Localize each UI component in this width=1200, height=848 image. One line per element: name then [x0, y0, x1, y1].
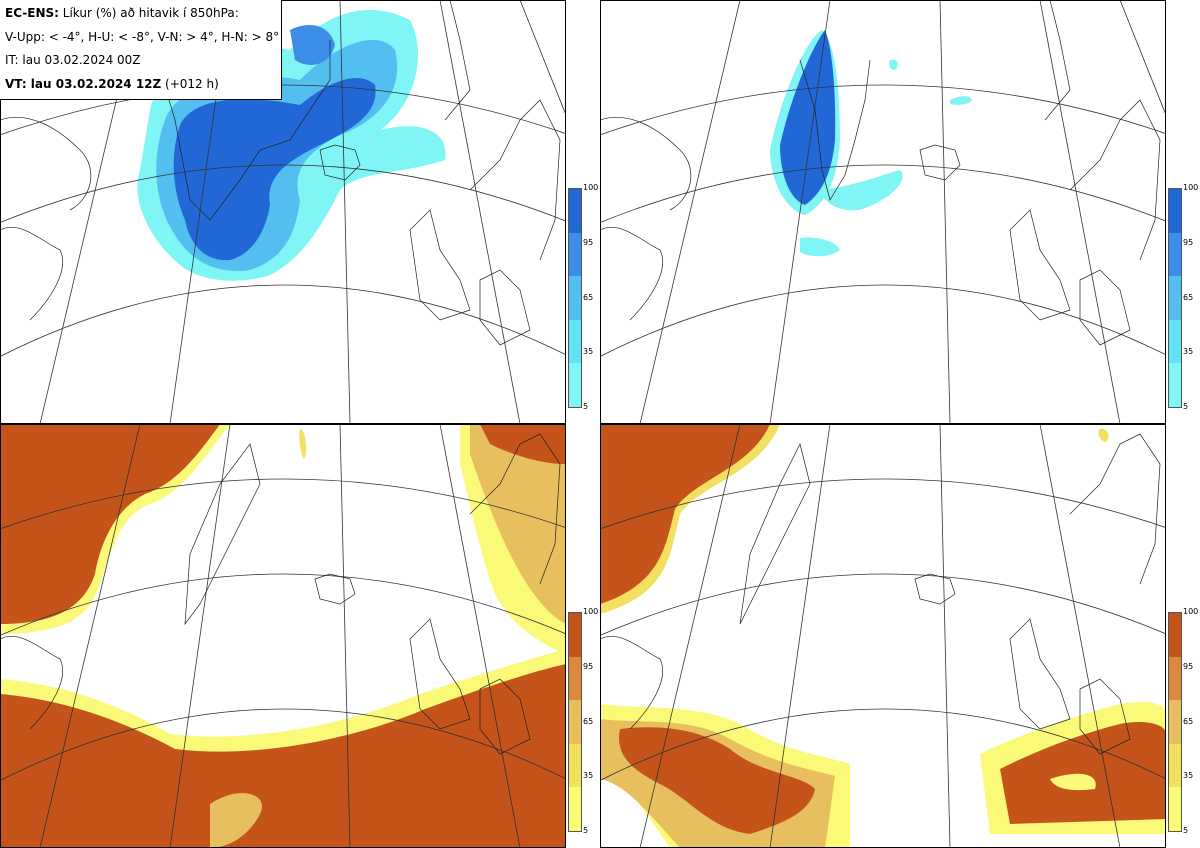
coastlines: [600, 0, 1161, 346]
map-panel-top-left: [0, 0, 566, 424]
colorbar-tick-label: 100: [583, 607, 599, 616]
colorbar-tick-label: 100: [583, 183, 599, 192]
legend-lead-time: (+012 h): [161, 76, 219, 91]
probability-field: [770, 30, 972, 257]
legend-valid-time: VT: lau 03.02.2024 12Z: [5, 76, 162, 91]
map-top-right: [600, 0, 1166, 424]
colorbar-tick-label: 95: [583, 238, 594, 247]
map-bottom-right: [600, 424, 1166, 848]
colorbar-tick-label: 95: [1183, 238, 1194, 247]
map-panel-bottom-right: [600, 424, 1166, 848]
colorbar-tick-label: 35: [1183, 347, 1194, 356]
legend-line-3: IT: lau 03.02.2024 00Z: [5, 53, 141, 67]
legend-line-2: V-Upp: < -4°, H-U: < -8°, V-N: > 4°, H-N…: [5, 29, 280, 44]
legend-box: EC-ENS: Líkur (%) að hitavik í 850hPa: V…: [0, 0, 282, 100]
map-panel-bottom-left: [0, 424, 566, 848]
colorbar-tick-label: 5: [1183, 402, 1189, 411]
colorbar-tick-label: 100: [1183, 607, 1199, 616]
coastlines: [0, 433, 561, 755]
coastlines: [600, 433, 1161, 755]
colorbar-tick-label: 65: [1183, 293, 1194, 302]
colorbar-tick-label: 65: [583, 717, 594, 726]
legend-title: Líkur (%) að hitavik í 850hPa:: [58, 6, 239, 20]
colorbar-tick-label: 5: [583, 402, 589, 411]
probability-field: [0, 424, 566, 848]
colorbar-bottom-right: [1168, 612, 1182, 832]
colorbar-tick-label: 5: [583, 826, 589, 835]
colorbar-tick-label: 95: [1183, 662, 1194, 671]
probability-field: [600, 424, 1166, 848]
colorbar-tick-label: 5: [1183, 826, 1189, 835]
colorbar-tick-label: 35: [583, 771, 594, 780]
map-panel-top-right: [600, 0, 1166, 424]
map-top-left: [0, 0, 566, 424]
legend-model: EC-ENS:: [5, 6, 59, 20]
graticule: [600, 424, 1166, 848]
colorbar-bottom-left: [568, 612, 582, 832]
colorbar-tick-label: 35: [1183, 771, 1194, 780]
map-bottom-left: [0, 424, 566, 848]
colorbar-top-left: [568, 188, 582, 408]
graticule: [600, 0, 1166, 424]
colorbar-tick-label: 65: [583, 293, 594, 302]
colorbar-tick-label: 95: [583, 662, 594, 671]
colorbar-tick-label: 100: [1183, 183, 1199, 192]
legend-line-4: VT: lau 03.02.2024 12Z (+012 h): [5, 74, 276, 98]
colorbar-tick-label: 35: [583, 347, 594, 356]
legend-line-1: EC-ENS: Líkur (%) að hitavik í 850hPa:: [5, 3, 276, 27]
colorbar-tick-label: 65: [1183, 717, 1194, 726]
graticule: [0, 424, 566, 848]
coastlines: [0, 0, 561, 346]
colorbar-top-right: [1168, 188, 1182, 408]
